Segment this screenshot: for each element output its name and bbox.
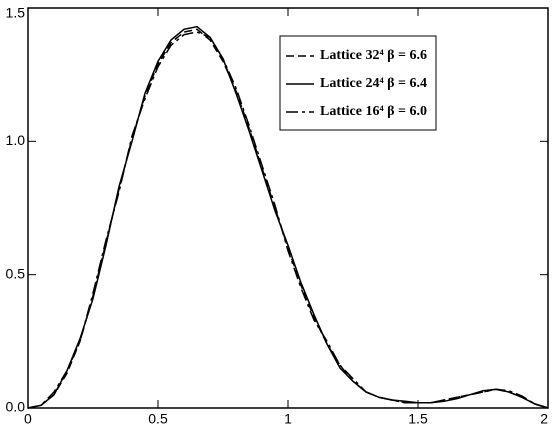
- y-tick-label: 0.5: [6, 265, 26, 281]
- x-tick-label: 0: [24, 411, 32, 427]
- x-tick-label: 2: [540, 411, 548, 427]
- legend-label: Lattice 24⁴ β = 6.4: [320, 76, 427, 91]
- legend-label: Lattice 16⁴ β = 6.0: [320, 104, 427, 119]
- x-tick-label: 1: [284, 411, 292, 427]
- series-line: [27, 25, 549, 409]
- legend-label: Lattice 32⁴ β = 6.6: [320, 48, 427, 63]
- y-tick-label: 1.0: [6, 132, 26, 148]
- y-tick-label: 0.0: [6, 399, 26, 415]
- x-tick-label: 0.5: [148, 411, 168, 427]
- y-tick-label: 1.5: [6, 5, 26, 21]
- series-line: [27, 31, 549, 409]
- legend-box: [279, 35, 437, 131]
- x-tick-label: 1.5: [408, 411, 428, 427]
